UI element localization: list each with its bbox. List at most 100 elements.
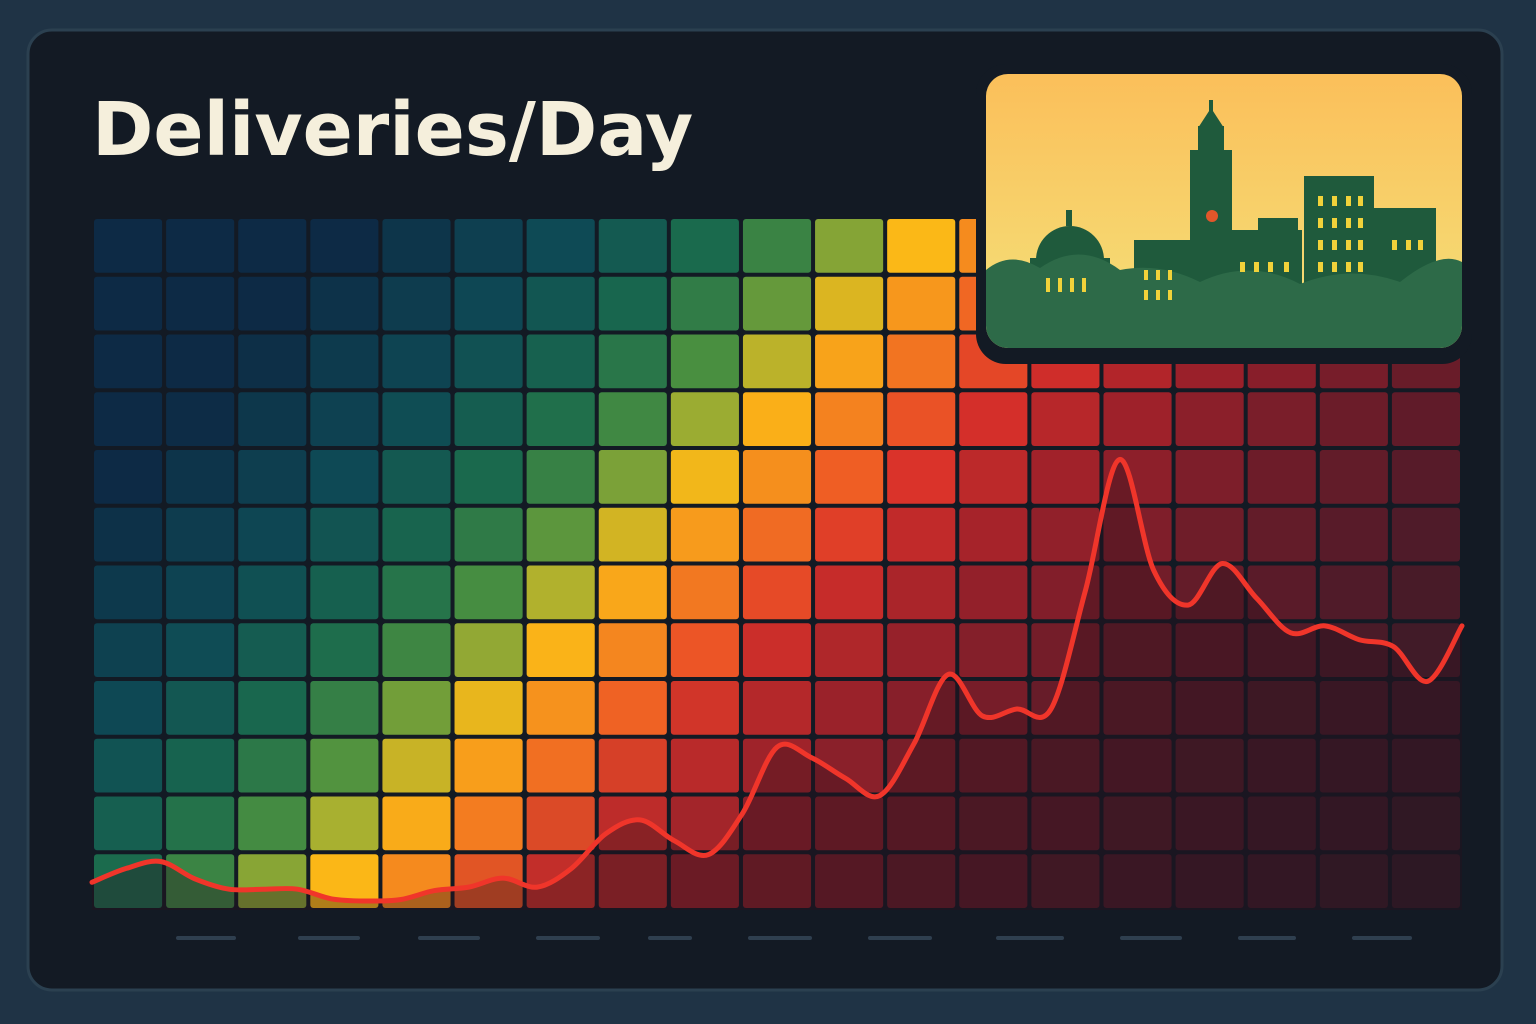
heatmap-cell — [238, 392, 307, 446]
heatmap-cell — [166, 392, 235, 446]
heatmap-cell — [454, 565, 523, 620]
heatmap-cell — [1031, 623, 1100, 677]
heatmap-cell — [1175, 738, 1244, 793]
heatmap-cell — [1391, 681, 1460, 735]
heatmap-cell — [815, 681, 884, 735]
heatmap-cell — [1319, 623, 1388, 677]
heatmap-cell — [815, 623, 884, 677]
heatmap-cell — [887, 507, 956, 562]
heatmap-cell — [526, 738, 595, 793]
heatmap-cell — [1391, 738, 1460, 793]
heatmap-cell — [454, 219, 523, 273]
heatmap-cell — [382, 796, 451, 851]
heatmap-cell — [1031, 854, 1100, 908]
heatmap-cell — [742, 565, 812, 620]
heatmap-cell — [742, 854, 812, 908]
heatmap-cell — [166, 507, 235, 562]
heatmap-cell — [526, 681, 595, 735]
heatmap-cell — [94, 450, 163, 504]
heatmap-cell — [94, 334, 163, 389]
heatmap-cell — [166, 565, 235, 620]
heatmap-cell — [598, 334, 667, 389]
heatmap-cell — [887, 276, 956, 331]
chart-title: Deliveries/Day — [92, 87, 693, 173]
heatmap-cell — [742, 796, 812, 851]
heatmap-cell — [598, 450, 667, 504]
heatmap-cell — [1103, 392, 1172, 446]
heatmap-cell — [1391, 565, 1460, 620]
heatmap-cell — [94, 507, 163, 562]
heatmap-cell — [598, 219, 667, 273]
heatmap-cell — [887, 681, 956, 735]
heatmap-cell — [1103, 738, 1172, 793]
heatmap-cell — [887, 738, 956, 793]
heatmap-cell — [1175, 450, 1244, 504]
heatmap-cell — [454, 334, 523, 389]
heatmap-cell — [1247, 623, 1316, 677]
heatmap-cell — [238, 450, 307, 504]
heatmap-cell — [815, 276, 884, 331]
heatmap-cell — [670, 392, 739, 446]
heatmap-cell — [310, 507, 379, 562]
skyline-illustration — [986, 74, 1462, 348]
heatmap-cell — [526, 507, 595, 562]
heatmap-cell — [310, 738, 379, 793]
heatmap-cell — [742, 334, 812, 389]
heatmap-cell — [1175, 507, 1244, 562]
heatmap-cell — [94, 392, 163, 446]
heatmap-cell — [670, 681, 739, 735]
heatmap-cell — [238, 854, 307, 908]
heatmap-cell — [526, 854, 595, 908]
heatmap-cell — [94, 219, 163, 273]
heatmap-cell — [526, 623, 595, 677]
heatmap-cell — [310, 276, 379, 331]
heatmap-cell — [1103, 796, 1172, 851]
heatmap-cell — [238, 565, 307, 620]
heatmap-cell — [94, 738, 163, 793]
line — [89, 457, 1465, 904]
heatmap-cell — [959, 623, 1028, 677]
heatmap-cell — [526, 276, 595, 331]
heatmap-cell — [526, 392, 595, 446]
heatmap-cell — [526, 219, 595, 273]
heatmap-cell — [310, 681, 379, 735]
heatmap-cell — [310, 565, 379, 620]
heatmap-cell — [887, 623, 956, 677]
heatmap-cell — [382, 507, 451, 562]
heatmap-cell — [815, 392, 884, 446]
heatmap-cell — [166, 681, 235, 735]
heatmap-cell — [598, 681, 667, 735]
line-area — [92, 459, 1462, 910]
heatmap-cell — [526, 796, 595, 851]
heatmap-cell — [1031, 392, 1100, 446]
heatmap-cell — [238, 507, 307, 562]
heatmap-cell — [959, 392, 1028, 446]
heatmap-cell — [1319, 738, 1388, 793]
heatmap-cell — [670, 507, 739, 562]
heatmap-cell — [1175, 681, 1244, 735]
heatmap-cell — [1031, 450, 1100, 504]
heatmap-cell — [959, 796, 1028, 851]
heatmap-cell — [1319, 796, 1388, 851]
heatmap-cell — [1391, 450, 1460, 504]
heatmap-cell — [310, 450, 379, 504]
heatmap-cell — [1175, 796, 1244, 851]
heatmap-cell — [238, 738, 307, 793]
heatmap-cell — [959, 681, 1028, 735]
heatmap-cell — [382, 276, 451, 331]
heatmap-cell — [454, 450, 523, 504]
heatmap-cell — [382, 565, 451, 620]
heatmap-cell — [598, 738, 667, 793]
heatmap-cell — [94, 276, 163, 331]
heatmap-cell — [1175, 392, 1244, 446]
heatmap-cell — [1391, 392, 1460, 446]
heatmap-cell — [382, 681, 451, 735]
heatmap-cell — [166, 796, 235, 851]
heatmap-cell — [238, 623, 307, 677]
heatmap-cell — [238, 276, 307, 331]
heatmap-cell — [1319, 681, 1388, 735]
heatmap-cell — [887, 565, 956, 620]
heatmap-cell — [1031, 681, 1100, 735]
heatmap-cell — [166, 219, 235, 273]
